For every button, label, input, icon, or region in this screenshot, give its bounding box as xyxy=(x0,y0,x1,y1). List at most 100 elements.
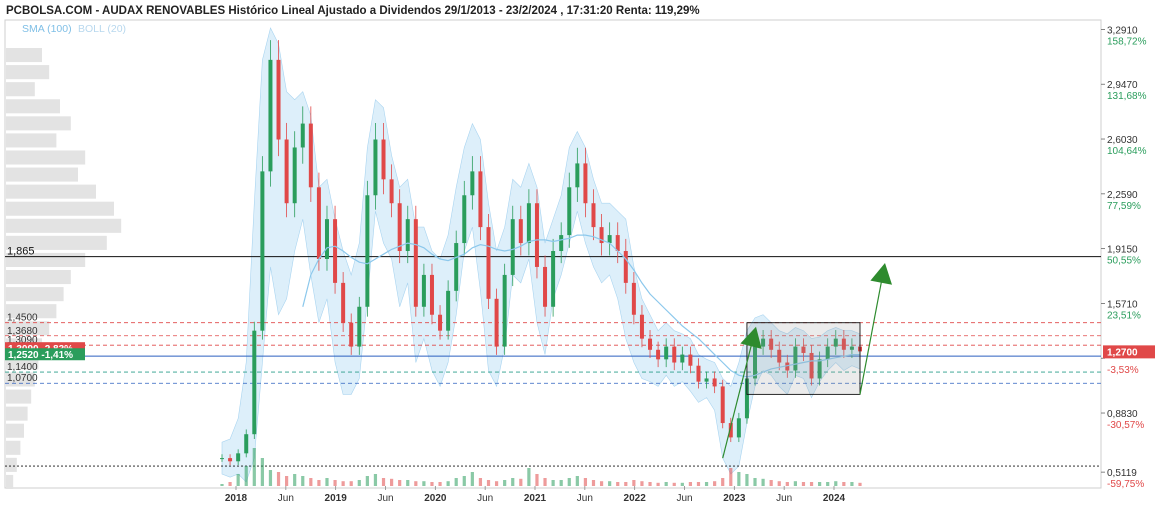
candle-body xyxy=(785,362,790,371)
candle-body xyxy=(244,434,249,454)
candle-body xyxy=(680,354,685,363)
candle-body xyxy=(841,338,846,350)
volume-bar xyxy=(268,470,273,486)
candle-body xyxy=(228,458,233,462)
volume-profile xyxy=(6,48,122,489)
candle-body xyxy=(429,274,434,315)
volume-bar xyxy=(478,478,483,486)
volume-bar xyxy=(769,480,773,486)
volume-bar xyxy=(535,474,539,486)
volume-profile-bar xyxy=(6,218,122,233)
volume-profile-bar xyxy=(6,167,78,182)
volume-bar xyxy=(220,484,224,486)
candle-body xyxy=(631,282,636,315)
volume-bar xyxy=(599,481,604,486)
candle-body xyxy=(648,338,653,350)
volume-bar xyxy=(357,480,361,486)
volume-profile-bar xyxy=(6,406,28,421)
level-label: 1,865 xyxy=(7,246,35,258)
volume-bar xyxy=(446,481,450,486)
candle-body xyxy=(373,139,378,196)
volume-bar xyxy=(616,482,620,486)
legend-sma[interactable]: SMA (100) xyxy=(22,23,72,35)
level-label: 1,3680 xyxy=(7,326,38,337)
volume-bar xyxy=(398,480,402,486)
volume-bar xyxy=(381,478,386,486)
volume-bar xyxy=(842,482,846,486)
volume-bar xyxy=(624,482,628,486)
candle-body xyxy=(817,359,822,379)
time-tick-label: Jun xyxy=(577,493,593,504)
volume-profile-bar xyxy=(6,99,60,114)
candle-body xyxy=(567,187,572,236)
candle-body xyxy=(615,235,620,252)
candle-body xyxy=(543,266,548,307)
volume-profile-bar xyxy=(6,65,50,80)
volume-bar xyxy=(785,482,789,486)
candle-body xyxy=(656,349,661,360)
candle-body xyxy=(575,163,580,188)
price-tick-pct: 158,72% xyxy=(1107,36,1147,47)
current-price-label: 1,2700 xyxy=(1107,347,1138,358)
volume-profile-bar xyxy=(6,440,21,455)
candle-body xyxy=(551,251,556,307)
volume-bar xyxy=(656,482,660,486)
candle-body xyxy=(526,203,531,244)
volume-bar xyxy=(422,481,426,486)
volume-bar xyxy=(333,480,337,486)
volume-profile-bar xyxy=(6,389,32,404)
time-tick-label: 2022 xyxy=(624,493,647,504)
volume-bar xyxy=(591,480,596,486)
price-tick-label: 3,2910 xyxy=(1107,25,1138,36)
volume-bar xyxy=(640,481,644,486)
candle-body xyxy=(316,187,321,259)
volume-bar xyxy=(664,482,668,486)
volume-bar xyxy=(503,480,507,486)
candle-body xyxy=(591,203,596,228)
volume-bar xyxy=(285,476,289,486)
candle-body xyxy=(268,59,273,172)
volume-bar xyxy=(414,481,418,486)
price-tick-label: 2,2590 xyxy=(1107,190,1138,201)
drawing-overlay xyxy=(722,263,892,459)
volume-bar xyxy=(761,478,765,486)
candle-body xyxy=(510,219,515,275)
volume-bar xyxy=(365,476,369,486)
volume-bar xyxy=(543,478,547,486)
candle-body xyxy=(397,203,402,252)
price-tick-pct: 23,51% xyxy=(1107,310,1141,321)
volume-bar xyxy=(737,472,741,486)
price-tick-pct: -3,53% xyxy=(1107,365,1139,376)
volume-bar xyxy=(494,481,499,486)
candle-body xyxy=(462,195,467,244)
sma-path xyxy=(302,234,860,378)
volume-bar xyxy=(583,478,588,486)
candle-body xyxy=(712,378,717,387)
level-label: 1,3090 xyxy=(7,335,38,346)
volume-bar xyxy=(713,481,717,486)
volume-profile-bar xyxy=(6,201,114,216)
volume-bar xyxy=(745,474,749,486)
time-tick-label: Jun xyxy=(676,493,692,504)
volume-bar xyxy=(632,480,636,486)
candle-body xyxy=(421,274,426,307)
candle-body xyxy=(583,163,588,204)
price-tick-label: 1,5710 xyxy=(1107,299,1138,310)
legend-boll[interactable]: BOLL (20) xyxy=(78,23,126,35)
current-price-tag xyxy=(1103,345,1155,359)
volume-profile-bar xyxy=(6,82,35,97)
time-axis: 2018 Jun 2019 Jun 2020 Jun 2021 Jun 2022 Jun 2023 J… xyxy=(225,486,846,504)
volume-bar xyxy=(680,482,684,486)
candle-body xyxy=(793,346,798,371)
candle-body xyxy=(365,195,370,307)
arrow-line xyxy=(722,330,756,459)
volume-profile-bar xyxy=(6,321,50,336)
price-tag-bg xyxy=(5,348,85,361)
volume-bar xyxy=(826,482,830,486)
volume-profile-bar xyxy=(6,184,96,199)
volume-profile-bar xyxy=(6,116,71,131)
volume-bar xyxy=(260,458,264,486)
candle-body xyxy=(753,346,758,379)
time-tick-label: 2019 xyxy=(325,493,348,504)
